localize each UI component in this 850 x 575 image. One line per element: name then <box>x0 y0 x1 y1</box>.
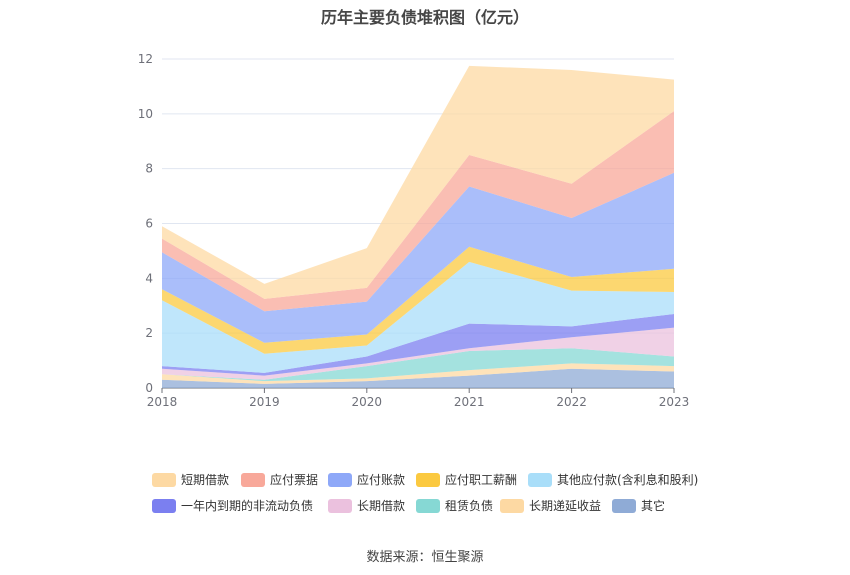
area-series <box>162 261 674 373</box>
x-tick-label: 2021 <box>454 395 485 409</box>
legend-swatch <box>500 498 524 513</box>
x-tick-label: 2018 <box>147 395 178 409</box>
legend-swatch <box>416 472 440 487</box>
area-series <box>162 363 674 384</box>
data-source: 数据来源：恒生聚源 <box>366 550 484 565</box>
y-tick-label: 6 <box>145 217 153 231</box>
area-series <box>162 111 674 312</box>
legend-swatch <box>328 498 352 513</box>
legend-item-short-term-loans[interactable]: 短期借款 <box>152 471 229 488</box>
area-series <box>162 65 674 299</box>
legend-swatch <box>241 472 265 487</box>
legend-label: 应付账款 <box>357 473 406 487</box>
legend-item-notes-payable[interactable]: 应付票据 <box>241 471 318 488</box>
legend-swatch <box>416 498 440 513</box>
legend-swatch <box>612 498 636 513</box>
legend-label: 一年内到期的非流动负债 <box>181 499 314 513</box>
area-series <box>162 246 674 354</box>
legend-label: 长期递延收益 <box>529 499 602 513</box>
legend-label: 应付票据 <box>270 473 319 487</box>
legend-swatch <box>528 472 552 487</box>
y-tick-label: 4 <box>145 271 153 285</box>
chart-title: 历年主要负债堆积图（亿元） <box>320 8 529 27</box>
y-tick-label: 0 <box>145 381 153 395</box>
legend-item-employee-payable[interactable]: 应付职工薪酬 <box>416 471 517 488</box>
legend-item-current-noncurrent[interactable]: 一年内到期的非流动负债 <box>152 497 313 514</box>
stacked-area-chart: 0 2 4 6 8 10 12 2018 2019 2020 2021 2022 2023 <box>138 52 690 409</box>
x-tick-label: 2022 <box>556 395 587 409</box>
legend-swatch <box>152 472 176 487</box>
x-tick-label: 2020 <box>352 395 383 409</box>
y-tick-label: 2 <box>145 326 153 340</box>
legend-label: 应付职工薪酬 <box>445 473 518 487</box>
legend-swatch <box>328 472 352 487</box>
legend-item-lease-liabilities[interactable]: 租赁负债 <box>416 497 493 514</box>
legend-label: 其它 <box>641 499 666 513</box>
area-series <box>162 313 674 376</box>
legend-item-long-term-loans[interactable]: 长期借款 <box>328 497 405 514</box>
legend-item-other[interactable]: 其它 <box>612 497 665 514</box>
legend-label: 其他应付款(含利息和股利) <box>557 473 699 487</box>
y-tick-label: 12 <box>138 52 153 66</box>
x-tick-label: 2023 <box>659 395 690 409</box>
legend-label: 短期借款 <box>181 473 230 487</box>
legend-item-other-payables[interactable]: 其他应付款(含利息和股利) <box>528 471 698 488</box>
x-tick-label: 2019 <box>249 395 280 409</box>
legend-item-deferred-income[interactable]: 长期递延收益 <box>500 497 601 514</box>
legend-item-accounts-payable[interactable]: 应付账款 <box>328 471 405 488</box>
y-tick-label: 10 <box>138 107 153 121</box>
area-series <box>162 172 674 343</box>
area-series <box>162 348 674 382</box>
y-tick-label: 8 <box>145 162 153 176</box>
area-series <box>162 327 674 380</box>
legend-label: 长期借款 <box>357 499 406 513</box>
legend-label: 租赁负债 <box>445 499 494 513</box>
legend-swatch <box>152 498 176 513</box>
